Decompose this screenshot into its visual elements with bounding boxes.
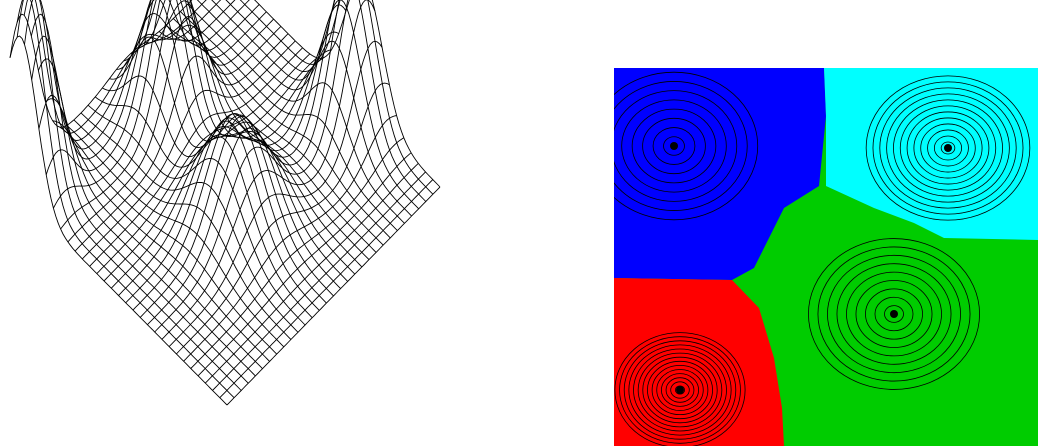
contour-ring-bottom-right (874, 296, 914, 332)
contour-ring-top-right (872, 81, 1024, 215)
surface-grid-line-u (225, 0, 427, 202)
contour-ring-bottom-left (656, 369, 704, 411)
contour-ring-bottom-left (651, 364, 709, 415)
surface-grid-line-u (196, 0, 412, 217)
contour-ring-bottom-left (642, 356, 718, 424)
surface-grid-line-u (116, 0, 334, 297)
surface-grid-line-v (204, 163, 419, 384)
contour-ring-bottom-left (633, 348, 727, 432)
contour-ring-bottom-left (647, 360, 713, 420)
contour-ring-bottom-left (628, 344, 732, 436)
contour-ring-top-right (920, 123, 976, 173)
contour-ring-top-left (614, 71, 759, 221)
surface-grid-line-v (67, 15, 282, 243)
contour-ring-bottom-right (846, 271, 942, 357)
surface-grid-line-v (45, 0, 260, 175)
center-markers (670, 142, 952, 394)
contour-ring-bottom-right (827, 254, 961, 374)
region-contour-svg (614, 68, 1038, 446)
contour-ring-bottom-left (637, 352, 723, 428)
region-contour-plot (614, 68, 1038, 446)
contour-ring-bottom-left (674, 385, 686, 395)
surface-grid-line-u (137, 0, 356, 275)
contour-ring-top-right (865, 75, 1031, 221)
wireframe-surface-plot (0, 0, 450, 447)
center-marker-top-right (944, 144, 952, 152)
contour-ring-bottom-left (619, 336, 741, 444)
center-marker-bottom-left (676, 386, 684, 394)
contour-ring-top-right (940, 141, 956, 155)
surface-grid-line-v (16, 0, 207, 134)
contour-ring-bottom-right (808, 238, 980, 390)
contour-ring-bottom-left (665, 377, 695, 403)
surface-grid-line-v (9, 0, 193, 128)
surface-grid-line-u (239, 0, 434, 195)
contour-ring-top-right (933, 135, 963, 161)
contour-ring-bottom-left (670, 381, 690, 399)
surface-grid-line-u (130, 0, 349, 282)
contour-ring-bottom-left (661, 373, 700, 407)
contour-ring-top-left (614, 81, 748, 211)
surface-grid-line-v (38, 0, 250, 160)
surface-grid-line-v (197, 152, 412, 377)
contour-ring-bottom-right (884, 305, 904, 323)
contour-ring-bottom-right (817, 246, 971, 382)
center-marker-bottom-right (890, 310, 898, 318)
surface-grid-line-u (16, 0, 235, 399)
surface-grid-line-u (211, 0, 420, 210)
contour-ring-bottom-right (865, 288, 923, 340)
surface-grid-line-u (151, 24, 370, 260)
contour-ring-bottom-right (855, 280, 933, 348)
surface-grid-line-v (226, 186, 441, 406)
contour-ring-top-right (899, 105, 997, 191)
contour-ring-top-right (879, 87, 1017, 209)
contour-ring-top-left (663, 136, 685, 156)
surface-grid-line-u (158, 31, 377, 253)
contour-ring-bottom-right (836, 263, 952, 365)
surface-grid-line-u (66, 125, 285, 348)
contour-ring-top-left (631, 108, 717, 184)
wireframe-surface-svg (9, 0, 441, 406)
surface-grid-line-v (190, 137, 405, 369)
surface-grid-line-v (31, 0, 236, 150)
surface-grid-line-u (123, 0, 341, 289)
surface-grid-line-u (102, 75, 320, 311)
contour-ring-top-left (614, 90, 738, 202)
contour-ring-bottom-left (614, 332, 746, 446)
center-marker-top-left (670, 142, 678, 150)
region-top-left (614, 68, 826, 280)
contour-lines (614, 71, 1031, 446)
contour-ring-top-right (906, 111, 990, 185)
contour-ring-bottom-left (623, 340, 737, 440)
contour-ring-top-right (893, 99, 1003, 197)
contour-ring-top-left (642, 117, 706, 175)
contour-ring-top-right (886, 93, 1010, 203)
contour-ring-top-right (927, 129, 969, 167)
contour-ring-top-left (621, 99, 727, 193)
contour-ring-top-right (913, 117, 983, 179)
surface-grid-line-u (180, 11, 398, 231)
contour-ring-top-left (652, 127, 696, 165)
surface-grid-line-u (254, 0, 441, 188)
